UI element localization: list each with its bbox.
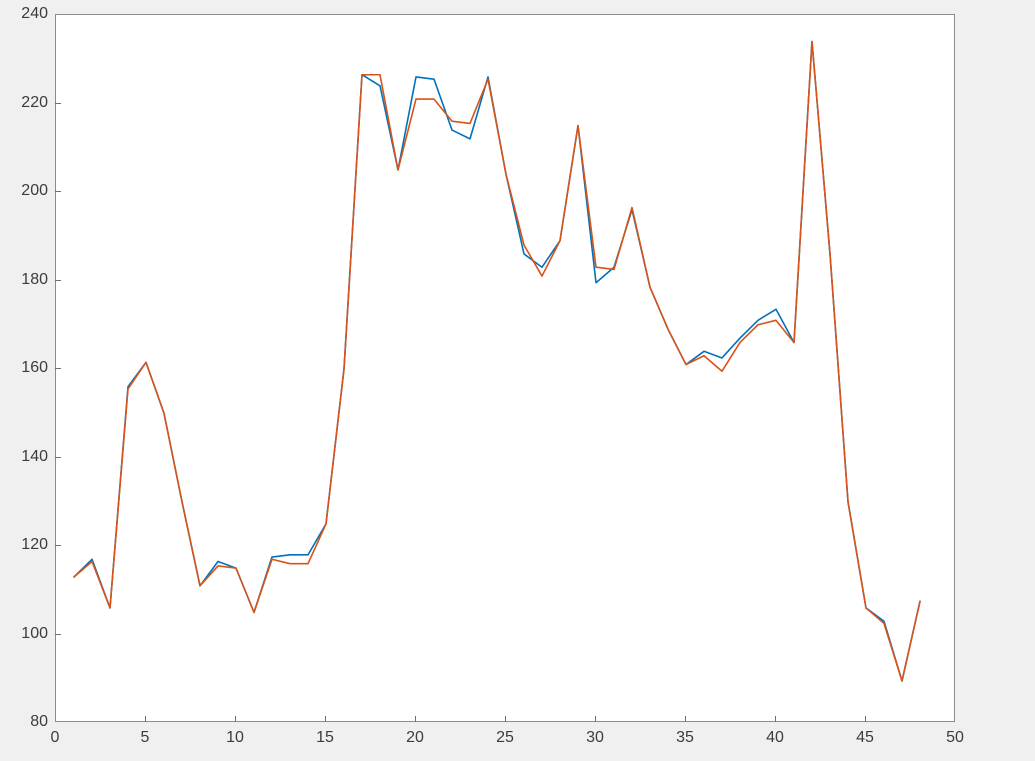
plot-canvas (73, 40, 921, 682)
x-tick-mark (595, 716, 596, 722)
x-tick-label: 50 (946, 729, 964, 746)
y-tick-label: 80 (30, 713, 48, 730)
x-tick-label: 15 (316, 729, 334, 746)
x-tick-label: 40 (766, 729, 784, 746)
y-tick-mark (55, 280, 61, 281)
x-tick-mark (865, 716, 866, 722)
y-tick-mark (55, 368, 61, 369)
x-tick-mark (325, 716, 326, 722)
y-tick-mark (55, 191, 61, 192)
x-tick-label: 30 (586, 729, 604, 746)
x-tick-label: 45 (856, 729, 874, 746)
y-tick-label: 100 (21, 624, 48, 642)
x-tick-mark (775, 716, 776, 722)
x-axis-tick-labels: 0 5 10 15 20 25 30 35 40 45 50 (0, 730, 1035, 760)
x-tick-label: 20 (406, 729, 424, 746)
x-tick-label: 5 (140, 729, 150, 746)
y-tick-label: 160 (21, 359, 48, 376)
x-tick-mark (505, 716, 506, 722)
x-tick-mark (415, 716, 416, 722)
y-tick-label: 180 (21, 270, 48, 288)
y-tick-label: 220 (21, 93, 48, 111)
x-tick-label: 10 (226, 729, 244, 746)
x-tick-mark (145, 716, 146, 722)
y-tick-mark (55, 545, 61, 546)
x-tick-mark (235, 716, 236, 722)
y-tick-label: 120 (21, 536, 48, 553)
y-tick-label: 200 (21, 182, 48, 199)
x-tick-mark (685, 716, 686, 722)
x-tick-label: 0 (50, 729, 60, 746)
y-tick-mark (55, 634, 61, 635)
plot-axes (55, 14, 955, 722)
y-tick-mark (55, 103, 61, 104)
y-tick-label: 240 (21, 5, 48, 22)
y-tick-label: 140 (21, 447, 48, 465)
x-tick-label: 25 (496, 729, 514, 746)
y-axis-tick-labels: 80 100 120 140 160 180 200 220 240 (0, 0, 48, 761)
y-tick-mark (55, 457, 61, 458)
x-tick-label: 35 (676, 729, 694, 746)
data-series-2-line (73, 40, 921, 682)
